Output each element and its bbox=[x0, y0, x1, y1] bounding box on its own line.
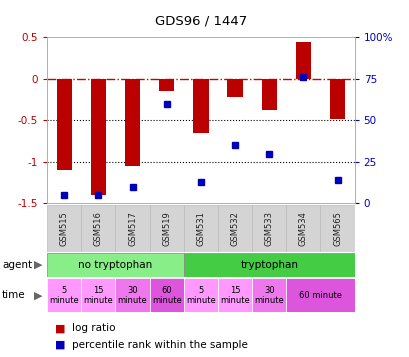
Text: percentile rank within the sample: percentile rank within the sample bbox=[72, 340, 247, 350]
Bar bbox=[125, 79, 140, 166]
Bar bbox=[227, 79, 242, 97]
Bar bbox=[149, 278, 183, 312]
Text: GSM515: GSM515 bbox=[60, 211, 69, 246]
Text: agent: agent bbox=[2, 260, 32, 270]
Bar bbox=[90, 79, 106, 195]
Bar bbox=[115, 205, 149, 252]
Text: 30
minute: 30 minute bbox=[117, 286, 147, 305]
Bar bbox=[183, 205, 218, 252]
Text: 15
minute: 15 minute bbox=[220, 286, 249, 305]
Bar bbox=[149, 205, 183, 252]
Text: ▶: ▶ bbox=[34, 290, 42, 301]
Text: tryptophan: tryptophan bbox=[240, 260, 297, 270]
Text: GSM534: GSM534 bbox=[298, 211, 307, 246]
Text: 5
minute: 5 minute bbox=[49, 286, 79, 305]
Bar bbox=[295, 42, 310, 79]
Bar bbox=[56, 79, 72, 170]
Bar bbox=[285, 205, 320, 252]
Text: ■: ■ bbox=[55, 323, 66, 333]
Text: no tryptophan: no tryptophan bbox=[78, 260, 152, 270]
Bar bbox=[252, 278, 285, 312]
Bar bbox=[81, 205, 115, 252]
Bar bbox=[115, 278, 149, 312]
Text: ■: ■ bbox=[55, 340, 66, 350]
Bar bbox=[329, 79, 344, 119]
Text: GSM516: GSM516 bbox=[94, 211, 103, 246]
Text: ▶: ▶ bbox=[34, 260, 42, 270]
Bar bbox=[47, 205, 81, 252]
Text: GDS96 / 1447: GDS96 / 1447 bbox=[155, 14, 246, 27]
Text: 5
minute: 5 minute bbox=[186, 286, 215, 305]
Text: GSM533: GSM533 bbox=[264, 211, 273, 246]
Bar bbox=[183, 278, 218, 312]
Text: 60 minute: 60 minute bbox=[298, 291, 341, 300]
Text: 15
minute: 15 minute bbox=[83, 286, 113, 305]
Bar bbox=[218, 205, 252, 252]
Bar bbox=[183, 253, 354, 277]
Text: GSM517: GSM517 bbox=[128, 211, 137, 246]
Bar bbox=[193, 79, 208, 133]
Bar bbox=[159, 79, 174, 91]
Bar bbox=[285, 278, 354, 312]
Bar bbox=[81, 278, 115, 312]
Text: 60
minute: 60 minute bbox=[151, 286, 181, 305]
Bar bbox=[261, 79, 276, 110]
Bar bbox=[47, 253, 183, 277]
Bar bbox=[47, 278, 81, 312]
Text: 30
minute: 30 minute bbox=[254, 286, 283, 305]
Text: GSM532: GSM532 bbox=[230, 211, 239, 246]
Text: time: time bbox=[2, 290, 26, 301]
Bar bbox=[252, 205, 285, 252]
Bar bbox=[320, 205, 354, 252]
Text: GSM531: GSM531 bbox=[196, 211, 205, 246]
Text: GSM565: GSM565 bbox=[332, 211, 341, 246]
Text: log ratio: log ratio bbox=[72, 323, 115, 333]
Text: GSM519: GSM519 bbox=[162, 211, 171, 246]
Bar bbox=[218, 278, 252, 312]
